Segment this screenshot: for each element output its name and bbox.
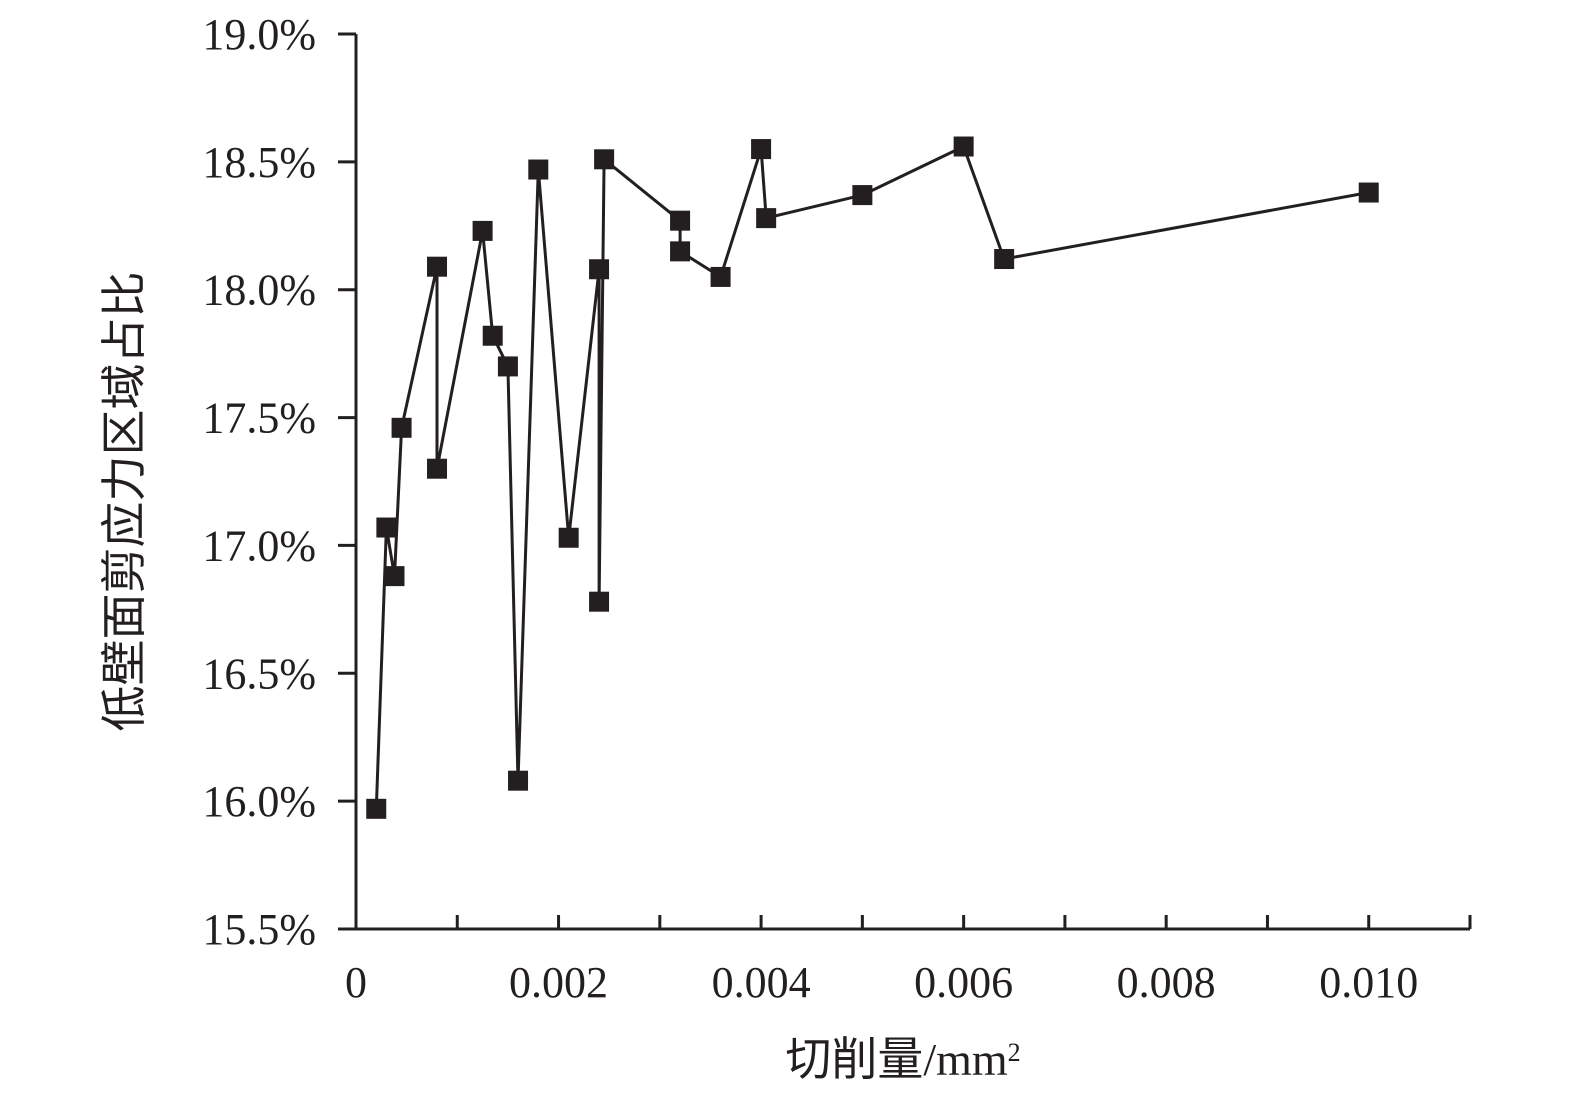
x-axis-title: 切削量/mm2 bbox=[785, 1034, 1020, 1085]
data-point-marker bbox=[852, 185, 873, 206]
data-point-marker bbox=[1358, 182, 1379, 203]
data-point-marker bbox=[427, 256, 448, 277]
data-point-marker bbox=[558, 527, 579, 548]
y-tick-label: 15.5% bbox=[202, 905, 316, 954]
series-line bbox=[374, 145, 1369, 809]
y-ticks: 15.5% 16.0% 16.5% 17.0% 17.5% 18.0% 18.5% 19.0% bbox=[202, 10, 356, 954]
y-tick-label: 19.0% bbox=[202, 10, 316, 59]
data-point-marker bbox=[528, 159, 549, 180]
data-point-marker bbox=[589, 591, 610, 612]
data-point-marker bbox=[472, 220, 493, 241]
x-axis-title-superscript: 2 bbox=[1008, 1038, 1021, 1067]
y-tick-label: 17.5% bbox=[202, 394, 316, 443]
data-point-marker bbox=[994, 249, 1015, 270]
data-point-marker bbox=[589, 259, 610, 280]
x-tick-label: 0.010 bbox=[1319, 958, 1418, 1007]
x-axis-title-text: 切削量/mm bbox=[785, 1034, 1008, 1085]
y-tick-label: 18.5% bbox=[202, 138, 316, 187]
data-point-marker bbox=[366, 798, 387, 819]
y-tick-label: 17.0% bbox=[202, 521, 316, 570]
y-tick-label: 16.0% bbox=[202, 777, 316, 826]
data-point-marker bbox=[670, 210, 691, 231]
data-point-marker bbox=[482, 325, 503, 346]
data-point-marker bbox=[508, 770, 529, 791]
x-tick-label: 0 bbox=[345, 958, 367, 1007]
x-tick-label: 0.002 bbox=[509, 958, 608, 1007]
y-tick-label: 16.5% bbox=[202, 649, 316, 698]
data-point-marker bbox=[384, 566, 405, 587]
x-tick-label: 0.006 bbox=[914, 958, 1013, 1007]
y-axis-title: 低壁面剪应力区域占比 bbox=[99, 272, 150, 732]
data-point-marker bbox=[756, 208, 777, 229]
data-point-marker bbox=[953, 136, 974, 157]
data-point-marker bbox=[391, 417, 412, 438]
x-tick-label: 0.008 bbox=[1117, 958, 1216, 1007]
data-point-marker bbox=[497, 356, 518, 377]
data-point-marker bbox=[376, 517, 397, 538]
data-point-marker bbox=[710, 266, 731, 287]
data-point-marker bbox=[427, 458, 448, 479]
data-point-marker bbox=[751, 139, 772, 160]
plot-area bbox=[366, 136, 1379, 819]
y-tick-label: 18.0% bbox=[202, 266, 316, 315]
x-ticks: 0 0.002 0.004 0.006 0.008 0.010 bbox=[345, 915, 1472, 1007]
data-point-marker bbox=[594, 149, 615, 170]
x-tick-label: 0.004 bbox=[712, 958, 811, 1007]
axes bbox=[354, 34, 1470, 931]
data-point-marker bbox=[670, 241, 691, 262]
